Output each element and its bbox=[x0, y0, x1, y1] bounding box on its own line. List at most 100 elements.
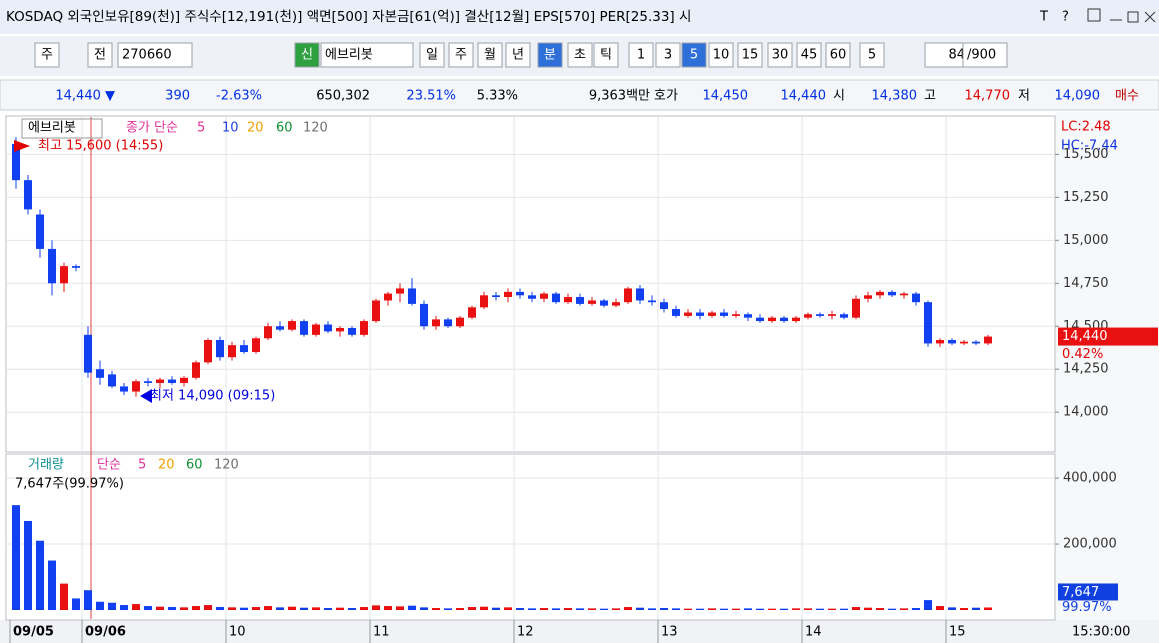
toolbar-button[interactable] bbox=[708, 42, 734, 68]
candle-body bbox=[120, 386, 128, 392]
volume-bar bbox=[60, 583, 68, 610]
toolbar-label[interactable]: 년 bbox=[512, 48, 524, 63]
toolbar-label[interactable]: 일 bbox=[426, 48, 438, 63]
candle-body bbox=[408, 288, 416, 304]
toolbar-label[interactable]: 주 bbox=[41, 48, 53, 63]
volume-bar bbox=[336, 607, 344, 610]
toolbar-button[interactable] bbox=[681, 42, 707, 68]
volume-bar bbox=[156, 606, 164, 610]
toolbar-label[interactable]: 주 bbox=[455, 48, 467, 63]
volume-bar bbox=[288, 606, 296, 610]
toolbar-label[interactable]: 30 bbox=[772, 48, 789, 63]
candle-body bbox=[324, 324, 332, 332]
toolbar-label[interactable]: 60 bbox=[830, 48, 847, 63]
legend-item[interactable]: 60 bbox=[186, 458, 203, 473]
legend-item[interactable]: 20 bbox=[247, 121, 264, 136]
candle-body bbox=[576, 297, 584, 304]
toolbar-field[interactable] bbox=[924, 42, 970, 68]
legend-item[interactable]: 120 bbox=[214, 458, 239, 473]
candle-body bbox=[660, 302, 668, 310]
candle-body bbox=[204, 340, 212, 363]
volume-bar bbox=[960, 608, 968, 610]
time-label: 15:30:00 bbox=[1072, 625, 1130, 640]
legend-item[interactable]: 10 bbox=[222, 121, 239, 136]
volume-bar bbox=[240, 607, 248, 610]
toolbar-button[interactable] bbox=[767, 42, 793, 68]
toolbar-label[interactable]: 에브리봇 bbox=[325, 48, 373, 63]
legend-item[interactable]: 단순 bbox=[97, 458, 121, 473]
toolbar-label[interactable]: 5 bbox=[690, 48, 698, 63]
toolbar-button[interactable] bbox=[567, 42, 593, 68]
toolbar-button[interactable] bbox=[655, 42, 681, 68]
legend-item[interactable]: 120 bbox=[303, 121, 328, 136]
toolbar-field[interactable] bbox=[117, 42, 193, 68]
volume-bar bbox=[804, 608, 812, 610]
window-icon[interactable] bbox=[1087, 8, 1101, 22]
toolbar-label[interactable]: 신 bbox=[301, 48, 313, 63]
candle-body bbox=[600, 300, 608, 306]
legend-item[interactable]: 거래량 bbox=[28, 458, 64, 473]
tool-icon[interactable]: T bbox=[1039, 10, 1048, 25]
y-tick-label: 15,250 bbox=[1063, 190, 1109, 205]
candle-body bbox=[588, 300, 596, 304]
toolbar-label[interactable]: 1 bbox=[637, 48, 645, 63]
candle-body bbox=[804, 314, 812, 318]
volume-bar bbox=[636, 607, 644, 610]
candle-body bbox=[384, 293, 392, 301]
x-tick-label: 12 bbox=[517, 625, 534, 640]
toolbar-label[interactable]: 전 bbox=[94, 48, 106, 63]
candle-body bbox=[648, 300, 656, 303]
toolbar-label[interactable]: 틱 bbox=[600, 48, 612, 63]
legend-item[interactable]: 종가 단순 bbox=[126, 121, 178, 136]
toolbar-field[interactable] bbox=[962, 42, 1008, 68]
toolbar-button[interactable] bbox=[593, 42, 619, 68]
toolbar-button[interactable] bbox=[448, 42, 474, 68]
toolbar-field[interactable] bbox=[320, 42, 414, 68]
close[interactable] bbox=[1144, 11, 1156, 23]
volume-bar bbox=[780, 608, 788, 610]
toolbar-button[interactable] bbox=[825, 42, 851, 68]
volume-bar bbox=[516, 608, 524, 610]
toolbar-button[interactable] bbox=[537, 42, 563, 68]
toolbar-button[interactable] bbox=[628, 42, 654, 68]
toolbar-button[interactable] bbox=[294, 42, 320, 68]
toolbar-button[interactable] bbox=[477, 42, 503, 68]
volume-bar bbox=[264, 606, 272, 610]
toolbar-label[interactable]: 45 bbox=[801, 48, 818, 63]
toolbar-label[interactable]: 분 bbox=[544, 48, 556, 63]
legend-item[interactable]: 5 bbox=[197, 121, 205, 136]
quote-item: 14,770 bbox=[965, 89, 1011, 104]
annotation: 최저 14,090 (09:15) bbox=[150, 389, 275, 404]
volume-box bbox=[1058, 583, 1118, 601]
toolbar-button[interactable] bbox=[34, 42, 60, 68]
toolbar-label[interactable]: 5 bbox=[868, 48, 876, 63]
legend-item[interactable]: 5 bbox=[138, 458, 146, 473]
toolbar-label[interactable]: 84 bbox=[948, 48, 965, 63]
volume-bar bbox=[552, 608, 560, 610]
toolbar-button[interactable] bbox=[87, 42, 113, 68]
toolbar-button[interactable] bbox=[737, 42, 763, 68]
toolbar-label[interactable]: 10 bbox=[713, 48, 730, 63]
candle-body bbox=[888, 291, 896, 296]
toolbar-label[interactable]: 월 bbox=[484, 48, 496, 63]
legend-item[interactable]: 60 bbox=[276, 121, 293, 136]
toolbar-label[interactable]: 초 bbox=[574, 48, 586, 63]
candle-body bbox=[504, 291, 512, 298]
toolbar-button[interactable] bbox=[859, 42, 885, 68]
quote-item: 9,363백만 bbox=[589, 89, 650, 104]
toolbar-button[interactable] bbox=[419, 42, 445, 68]
toolbar-label[interactable]: 3 bbox=[664, 48, 672, 63]
toolbar-button[interactable] bbox=[796, 42, 822, 68]
candle-body bbox=[612, 302, 620, 306]
toolbar-button[interactable] bbox=[505, 42, 531, 68]
toolbar-label[interactable]: 15 bbox=[742, 48, 759, 63]
toolbar-label[interactable]: 270660 bbox=[122, 48, 172, 63]
maximize[interactable] bbox=[1127, 11, 1139, 23]
legend-item[interactable]: 에브리봇 bbox=[28, 121, 76, 136]
candle-body bbox=[528, 295, 536, 299]
toolbar-label[interactable]: /900 bbox=[967, 48, 996, 63]
candle-body bbox=[780, 317, 788, 322]
legend-item[interactable]: 20 bbox=[158, 458, 175, 473]
volume-bar bbox=[768, 608, 776, 610]
tool-icon[interactable]: ? bbox=[1062, 10, 1069, 25]
